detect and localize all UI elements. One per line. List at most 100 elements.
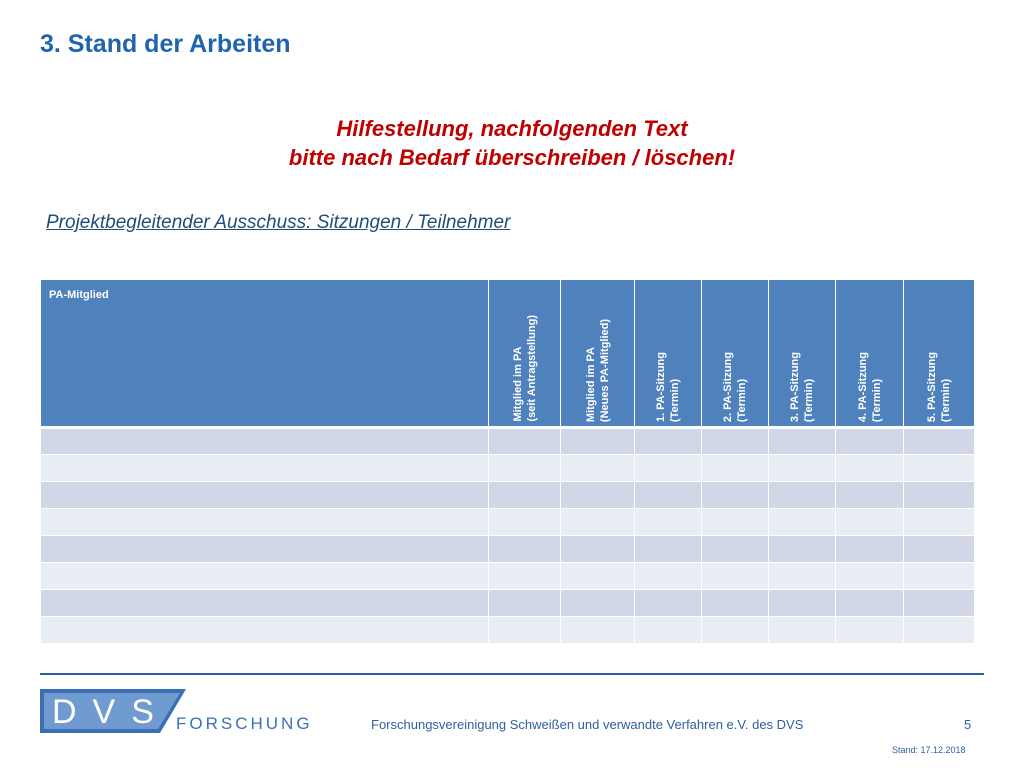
hint-text: Hilfestellung, nachfolgenden Text bitte … — [0, 114, 1024, 172]
table-row — [40, 589, 975, 617]
table-cell[interactable] — [488, 508, 561, 536]
table-cell[interactable] — [40, 589, 489, 617]
table-cell[interactable] — [903, 481, 975, 509]
table-cell[interactable] — [488, 481, 561, 509]
table-cell[interactable] — [560, 589, 635, 617]
column-header-4: 2. PA-Sitzung (Termin) — [701, 279, 769, 428]
footer-divider — [40, 673, 984, 675]
table-cell[interactable] — [701, 481, 769, 509]
table-cell[interactable] — [768, 454, 836, 482]
column-header-label: 1. PA-Sitzung (Termin) — [655, 351, 681, 422]
table-cell[interactable] — [835, 454, 904, 482]
table-cell[interactable] — [903, 535, 975, 563]
table-cell[interactable] — [701, 616, 769, 644]
table-cell[interactable] — [768, 535, 836, 563]
column-header-wrap: Mitglied im PA (Neues PA-Mitglied) — [561, 280, 634, 426]
table-cell[interactable] — [488, 426, 561, 455]
table-cell[interactable] — [835, 616, 904, 644]
table-cell[interactable] — [560, 454, 635, 482]
section-subtitle: Projektbegleitender Ausschuss: Sitzungen… — [46, 212, 511, 233]
column-header-2: Mitglied im PA (Neues PA-Mitglied) — [560, 279, 635, 428]
table-cell[interactable] — [768, 508, 836, 536]
table-cell[interactable] — [835, 481, 904, 509]
table-cell[interactable] — [560, 616, 635, 644]
column-header-pa-mitglied: PA-Mitglied — [40, 279, 489, 428]
table-cell[interactable] — [835, 562, 904, 590]
table-cell[interactable] — [903, 589, 975, 617]
table-cell[interactable] — [634, 562, 702, 590]
hint-line-2: bitte nach Bedarf überschreiben / lösche… — [288, 145, 736, 170]
table-cell[interactable] — [40, 426, 489, 455]
column-header-label: 5. PA-Sitzung (Termin) — [926, 351, 952, 422]
table-cell[interactable] — [768, 426, 836, 455]
table-cell[interactable] — [40, 481, 489, 509]
column-header-wrap: 3. PA-Sitzung (Termin) — [769, 280, 835, 426]
table-cell[interactable] — [701, 508, 769, 536]
table-cell[interactable] — [40, 508, 489, 536]
table-cell[interactable] — [40, 616, 489, 644]
table-cell[interactable] — [835, 508, 904, 536]
table-cell[interactable] — [701, 454, 769, 482]
table-cell[interactable] — [768, 589, 836, 617]
column-header-label: 4. PA-Sitzung (Termin) — [856, 351, 883, 422]
table-cell[interactable] — [634, 481, 702, 509]
column-header-wrap: Mitglied im PA (seit Antragstellung) — [489, 280, 560, 426]
table-cell[interactable] — [488, 589, 561, 617]
column-header-wrap: 5. PA-Sitzung (Termin) — [904, 280, 974, 426]
stand-date: Stand: 17.12.2018 — [892, 745, 966, 755]
table-row — [40, 562, 975, 590]
table-cell[interactable] — [634, 535, 702, 563]
column-header-7: 5. PA-Sitzung (Termin) — [903, 279, 975, 428]
table-cell[interactable] — [903, 454, 975, 482]
table-cell[interactable] — [701, 562, 769, 590]
table-cell[interactable] — [488, 616, 561, 644]
hint-line-1: Hilfestellung, nachfolgenden Text — [336, 116, 688, 141]
dvs-logo: DVS — [40, 689, 186, 733]
page-number: 5 — [964, 717, 972, 732]
table-cell[interactable] — [701, 535, 769, 563]
column-header-wrap: 4. PA-Sitzung (Termin) — [836, 280, 903, 426]
table-row — [40, 454, 975, 482]
table-cell[interactable] — [634, 454, 702, 482]
table-cell[interactable] — [701, 426, 769, 455]
footer-organization: Forschungsvereinigung Schweißen und verw… — [371, 717, 804, 732]
table-cell[interactable] — [768, 616, 836, 644]
table-row — [40, 535, 975, 563]
table-cell[interactable] — [768, 481, 836, 509]
table-cell[interactable] — [634, 616, 702, 644]
table-cell[interactable] — [488, 562, 561, 590]
table-cell[interactable] — [488, 454, 561, 482]
table-cell[interactable] — [835, 589, 904, 617]
column-header-6: 4. PA-Sitzung (Termin) — [835, 279, 904, 428]
column-header-wrap: 2. PA-Sitzung (Termin) — [702, 280, 768, 426]
table-cell[interactable] — [488, 535, 561, 563]
table-row — [40, 481, 975, 509]
table-cell[interactable] — [903, 616, 975, 644]
table-cell[interactable] — [560, 426, 635, 455]
table-row — [40, 508, 975, 536]
column-header-wrap: 1. PA-Sitzung (Termin) — [635, 280, 701, 426]
table-cell[interactable] — [701, 589, 769, 617]
table-cell[interactable] — [903, 508, 975, 536]
column-header-label: 2. PA-Sitzung (Termin) — [722, 351, 748, 422]
table-cell[interactable] — [40, 562, 489, 590]
table-cell[interactable] — [560, 481, 635, 509]
table-cell[interactable] — [634, 589, 702, 617]
table-cell[interactable] — [903, 426, 975, 455]
column-header-3: 1. PA-Sitzung (Termin) — [634, 279, 702, 428]
table-cell[interactable] — [560, 508, 635, 536]
table-cell[interactable] — [560, 562, 635, 590]
table-cell[interactable] — [560, 535, 635, 563]
table-cell[interactable] — [634, 508, 702, 536]
logo-letters: DVS — [52, 693, 170, 731]
table-cell[interactable] — [835, 535, 904, 563]
table-row — [40, 616, 975, 644]
table-cell[interactable] — [40, 454, 489, 482]
table-cell[interactable] — [768, 562, 836, 590]
table-cell[interactable] — [634, 426, 702, 455]
table-cell[interactable] — [40, 535, 489, 563]
logo-wordmark: FORSCHUNG — [176, 714, 313, 733]
column-header-label: 3. PA-Sitzung (Termin) — [789, 351, 815, 422]
table-cell[interactable] — [835, 426, 904, 455]
table-cell[interactable] — [903, 562, 975, 590]
